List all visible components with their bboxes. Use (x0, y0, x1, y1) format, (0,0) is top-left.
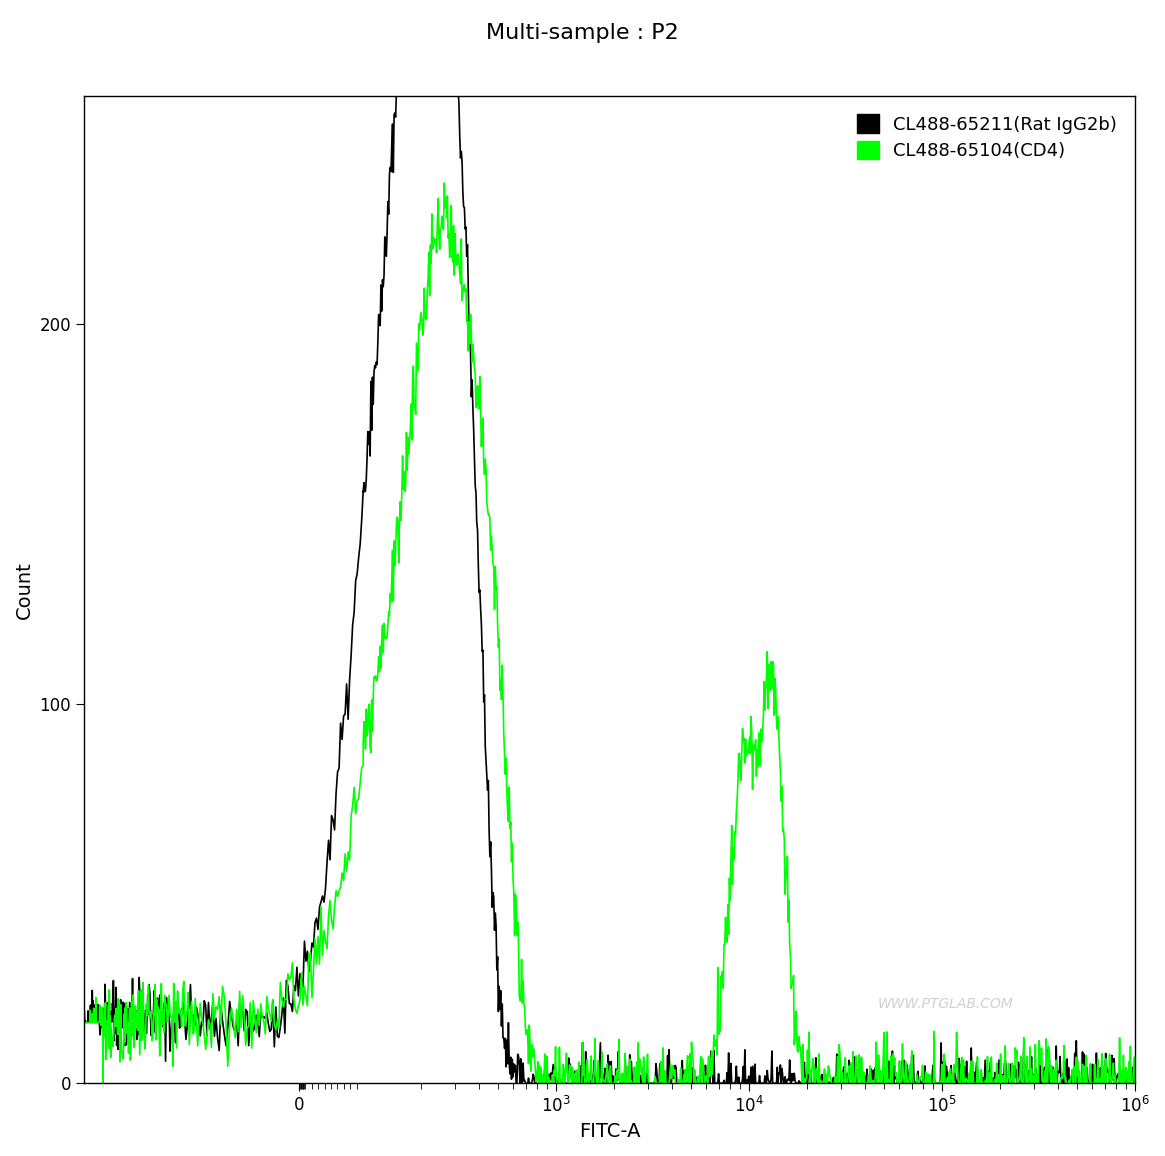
X-axis label: FITC-A: FITC-A (579, 1122, 641, 1141)
Text: WWW.PTGLAB.COM: WWW.PTGLAB.COM (878, 998, 1014, 1012)
CL488-65104(CD4) (80, 1015, 94, 1029)
CL488-65211(Rat IgG2b) (747, 1076, 761, 1090)
CL488-65104(CD4) (86, 1001, 100, 1015)
Y-axis label: Count: Count (15, 561, 34, 618)
Line: CL488-65104(CD4): CL488-65104(CD4) (84, 183, 1135, 1083)
CL488-65211(Rat IgG2b) (697, 1074, 711, 1088)
CL488-65211(Rat IgG2b) (86, 998, 100, 1012)
CL488-65211(Rat IgG2b) (574, 1076, 588, 1090)
CL488-65211(Rat IgG2b) (509, 1076, 523, 1090)
Line: CL488-65211(Rat IgG2b): CL488-65211(Rat IgG2b) (84, 0, 1135, 1083)
CL488-65104(CD4) (96, 1076, 110, 1090)
CL488-65211(Rat IgG2b) (1128, 1076, 1142, 1090)
CL488-65104(CD4) (697, 1067, 711, 1081)
CL488-65104(CD4) (1023, 1040, 1037, 1054)
CL488-65104(CD4) (1128, 1076, 1142, 1090)
Legend: CL488-65211(Rat IgG2b), CL488-65104(CD4): CL488-65211(Rat IgG2b), CL488-65104(CD4) (848, 105, 1127, 169)
CL488-65211(Rat IgG2b) (1023, 1067, 1037, 1081)
CL488-65211(Rat IgG2b) (77, 1005, 91, 1018)
CL488-65104(CD4) (747, 743, 761, 757)
CL488-65104(CD4) (437, 176, 451, 190)
CL488-65104(CD4) (574, 1076, 588, 1090)
Text: Multi-sample : P2: Multi-sample : P2 (486, 23, 679, 43)
CL488-65104(CD4) (77, 1015, 91, 1029)
CL488-65211(Rat IgG2b) (80, 1015, 94, 1029)
